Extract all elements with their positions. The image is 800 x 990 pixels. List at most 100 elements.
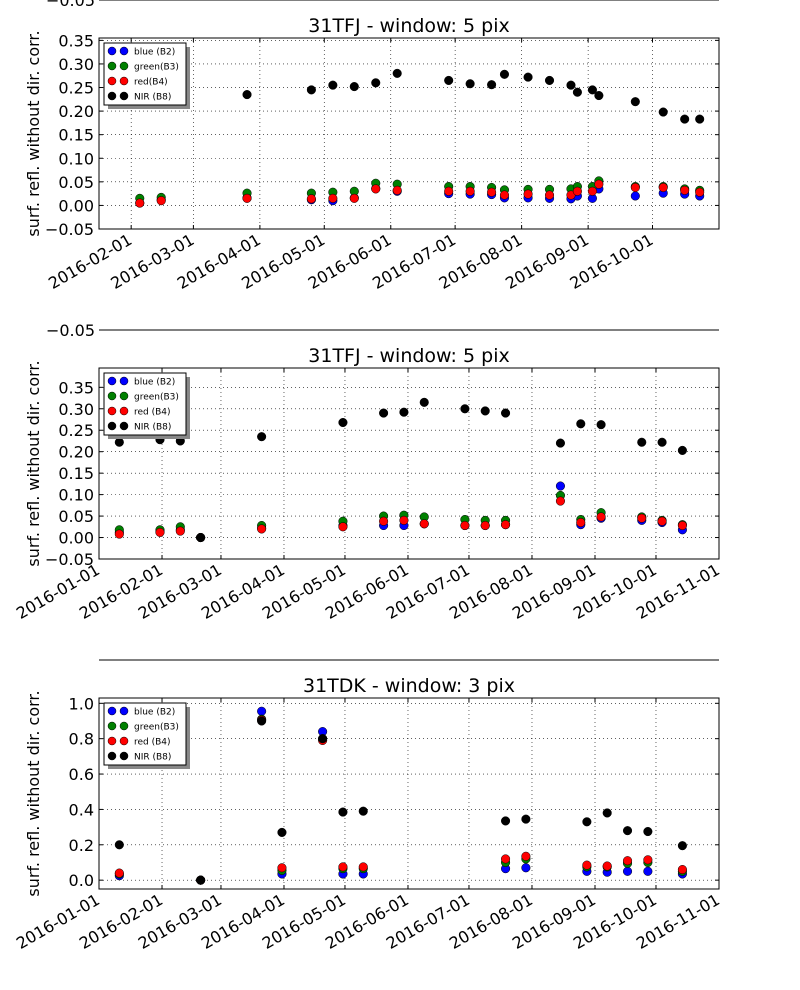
data-point: [501, 520, 511, 530]
legend-marker: [107, 376, 117, 386]
y-tick-label: 0.15: [58, 464, 94, 483]
legend-marker: [107, 46, 117, 56]
data-point: [658, 182, 668, 193]
data-point: [196, 532, 206, 543]
data-point: [392, 68, 402, 78]
data-point: [594, 179, 604, 189]
data-point: [277, 827, 287, 837]
data-point: [328, 80, 338, 90]
y-tick-label: 1.0: [69, 694, 94, 713]
data-point: [328, 193, 338, 203]
data-point: [444, 186, 454, 196]
data-point: [657, 516, 667, 526]
y-tick-label: 0.35: [58, 31, 94, 50]
data-point: [338, 522, 348, 532]
legend-marker: [119, 751, 129, 761]
data-point: [480, 406, 490, 416]
data-point: [630, 182, 640, 193]
data-point: [555, 496, 565, 506]
y-tick-label: 0.00: [58, 529, 94, 548]
data-point: [419, 397, 429, 407]
y-tick-label: 0.20: [58, 102, 94, 121]
data-point: [544, 75, 555, 85]
legend: blue (B2) green(B3) red (B4) NIR (B8): [103, 702, 190, 769]
data-point: [501, 816, 511, 826]
series-3: [114, 715, 687, 885]
data-point: [399, 407, 409, 417]
data-point: [349, 193, 359, 203]
legend-marker: [119, 421, 129, 431]
data-point: [695, 114, 705, 124]
data-point: [465, 186, 475, 196]
legend: blue (B2) green(B3) red (B4) NIR (B8): [103, 372, 190, 439]
legend-marker: [107, 421, 117, 431]
data-point: [465, 79, 475, 89]
data-point: [677, 445, 687, 455]
chart-title: 31TFJ - window: 5 pix: [308, 345, 509, 367]
data-point: [114, 840, 124, 850]
cut-tick-label: −0.05: [46, 0, 95, 10]
data-point: [587, 186, 597, 196]
data-point: [643, 855, 653, 865]
plot-frame: [98, 697, 720, 890]
series-4: [114, 397, 687, 543]
y-tick-label: 0.20: [58, 443, 94, 462]
series-3: [135, 179, 705, 208]
data-point: [622, 826, 633, 836]
legend-entry: blue (B2): [134, 48, 175, 58]
legend-entry: green(B3): [134, 393, 179, 403]
legend-marker: [119, 391, 129, 401]
chart-title: 31TDK - window: 3 pix: [303, 675, 515, 697]
legend: blue (B2) green(B3) red(B4) NIR (B8): [103, 42, 190, 109]
legend-marker: [107, 61, 117, 71]
data-point: [379, 516, 389, 526]
data-point: [523, 189, 533, 199]
cut-tick-label: −0.05: [46, 321, 95, 340]
data-point: [680, 185, 690, 195]
data-point: [460, 404, 470, 414]
data-point: [499, 69, 510, 79]
data-point: [576, 419, 586, 429]
data-point: [114, 529, 124, 539]
data-point: [257, 706, 267, 716]
data-point: [622, 866, 633, 876]
y-tick-label: 0.00: [58, 196, 94, 215]
data-point: [156, 196, 166, 206]
plot-frame: [98, 37, 720, 230]
data-point: [155, 527, 165, 537]
legend-marker: [119, 76, 129, 86]
data-point: [444, 75, 454, 85]
data-point: [419, 519, 429, 529]
data-point: [460, 520, 470, 531]
chart-title: 31TFJ - window: 5 pix: [308, 15, 509, 37]
data-point: [622, 856, 633, 866]
plot-frame: [98, 367, 720, 560]
data-point: [596, 420, 606, 430]
data-point: [544, 190, 555, 200]
y-tick-label: 0.25: [58, 421, 94, 440]
data-point: [501, 854, 511, 864]
data-point: [695, 187, 705, 197]
legend-box: [103, 42, 187, 106]
chart-2: −0.05 31TFJ - window: 5 pix −0.05 0.00 0.05 0…: [13, 321, 723, 623]
data-point: [677, 864, 687, 875]
data-point: [582, 860, 592, 870]
data-point: [175, 526, 185, 536]
data-point: [523, 72, 533, 82]
y-tick-label: 0.2: [69, 836, 94, 855]
data-point: [521, 863, 531, 873]
data-point: [480, 520, 490, 531]
legend-entry: NIR (B8): [134, 93, 171, 103]
data-point: [643, 866, 653, 876]
y-tick-label: 0.15: [58, 126, 94, 145]
legend-entry: NIR (B8): [134, 753, 171, 763]
legend-marker: [107, 406, 117, 416]
data-point: [392, 185, 402, 195]
series-2: [114, 714, 687, 885]
data-point: [135, 198, 145, 208]
legend-box: [103, 372, 187, 436]
data-point: [277, 863, 287, 873]
data-point: [637, 437, 647, 447]
data-point: [594, 90, 604, 101]
